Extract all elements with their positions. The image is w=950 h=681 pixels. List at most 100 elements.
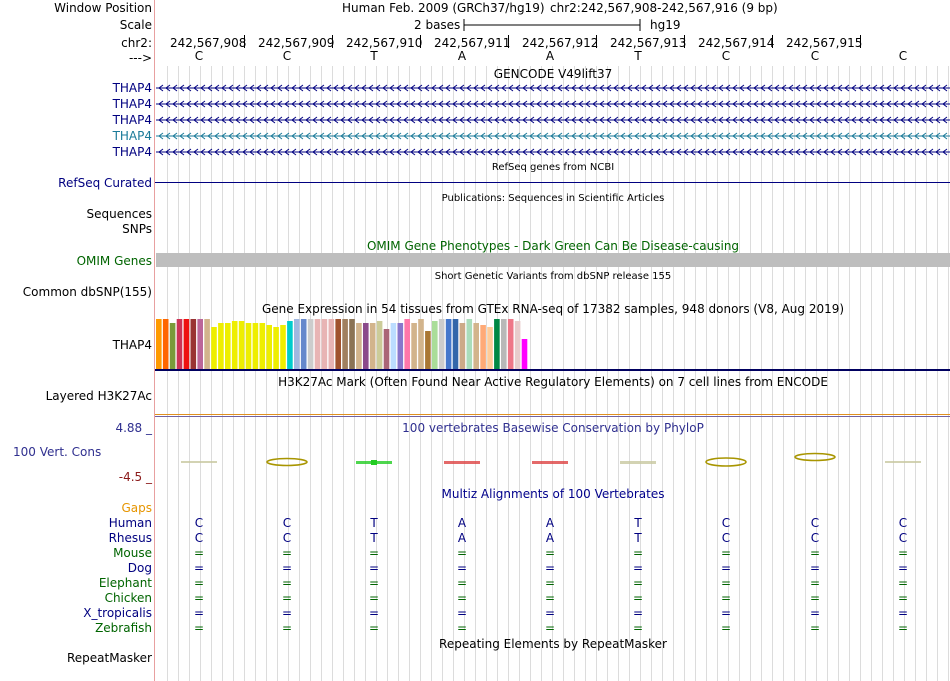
- omim-label[interactable]: OMIM Genes: [76, 254, 152, 268]
- aligned-base: =: [544, 606, 556, 620]
- aligned-base: =: [281, 606, 293, 620]
- gencode-track-label[interactable]: THAP4: [112, 129, 152, 143]
- gencode-track-label[interactable]: THAP4: [112, 113, 152, 127]
- phylop-mark: [794, 452, 836, 462]
- base-letter: T: [370, 49, 378, 63]
- gtex-tissue-bar: [480, 325, 486, 369]
- aligned-base: =: [456, 591, 468, 605]
- aligned-base: =: [456, 606, 468, 620]
- species-label[interactable]: Zebrafish: [95, 621, 152, 635]
- aligned-base: C: [194, 516, 204, 530]
- gtex-tissue-bar: [328, 319, 335, 369]
- aligned-base: =: [193, 546, 205, 560]
- aligned-base: =: [368, 606, 380, 620]
- species-label[interactable]: X_tropicalis: [83, 606, 152, 620]
- gene-model[interactable]: [156, 97, 950, 111]
- aligned-base: =: [720, 606, 732, 620]
- gtex-label[interactable]: THAP4: [112, 338, 152, 352]
- aligned-base: =: [368, 621, 380, 635]
- aligned-base: =: [809, 606, 821, 620]
- gene-model[interactable]: [156, 145, 950, 159]
- species-label[interactable]: Human: [108, 516, 152, 530]
- aligned-base: =: [193, 621, 205, 635]
- gene-model[interactable]: [156, 81, 950, 95]
- gtex-tissue-bar: [521, 339, 528, 369]
- gtex-tissue-bar: [356, 323, 362, 369]
- dbsnp-title: Short Genetic Variants from dbSNP releas…: [434, 271, 672, 282]
- aligned-base: =: [281, 546, 293, 560]
- dbsnp-label[interactable]: Common dbSNP(155): [22, 285, 152, 299]
- gencode-track-label[interactable]: THAP4: [112, 97, 152, 111]
- gtex-tissue-bar: [445, 319, 452, 369]
- gtex-tissue-bar: [507, 319, 514, 369]
- gtex-tissue-bar: [280, 325, 286, 369]
- aligned-base: =: [544, 591, 556, 605]
- gencode-track-label[interactable]: THAP4: [112, 145, 152, 159]
- coordinate-label: 242,567,909: [258, 36, 335, 50]
- phylop-chart[interactable]: [156, 450, 950, 470]
- h3k27ac-label[interactable]: Layered H3K27Ac: [45, 389, 152, 403]
- base-letter: C: [721, 49, 731, 63]
- gene-model[interactable]: [156, 113, 950, 127]
- species-label[interactable]: Mouse: [113, 546, 152, 560]
- aligned-base: =: [368, 546, 380, 560]
- species-label[interactable]: Dog: [127, 561, 152, 575]
- phylop-title: 100 vertebrates Basewise Conservation by…: [402, 421, 704, 435]
- aligned-base: C: [721, 516, 731, 530]
- aligned-base: A: [457, 531, 467, 545]
- phylop-mark: [885, 461, 921, 463]
- refseq-label[interactable]: RefSeq Curated: [58, 176, 152, 190]
- aligned-base: =: [456, 621, 468, 635]
- refseq-line[interactable]: [155, 182, 950, 183]
- coordinate-tick: [860, 35, 861, 48]
- aligned-base: =: [544, 621, 556, 635]
- gencode-track-label[interactable]: THAP4: [112, 81, 152, 95]
- aligned-base: =: [897, 591, 909, 605]
- phylop-label[interactable]: 100 Vert. Cons: [13, 445, 102, 459]
- snps-label[interactable]: SNPs: [122, 222, 152, 236]
- gaps-label[interactable]: Gaps: [121, 501, 152, 515]
- aligned-base: =: [809, 591, 821, 605]
- gtex-tissue-bar: [335, 319, 341, 369]
- sequences-label[interactable]: Sequences: [86, 207, 152, 221]
- strand-arrows: [158, 148, 948, 156]
- gene-model[interactable]: [156, 129, 950, 143]
- aligned-base: =: [720, 591, 732, 605]
- aligned-base: =: [456, 546, 468, 560]
- aligned-base: C: [898, 531, 908, 545]
- aligned-base: =: [809, 546, 821, 560]
- window-range[interactable]: chr2:242,567,908-242,567,916 (9 bp): [550, 1, 778, 15]
- aligned-base: C: [810, 531, 820, 545]
- aligned-base: =: [193, 606, 205, 620]
- aligned-base: =: [632, 591, 644, 605]
- gencode-title: GENCODE V49lift37: [493, 67, 613, 81]
- phylop-mark: [444, 461, 480, 464]
- aligned-base: =: [368, 591, 380, 605]
- species-label[interactable]: Chicken: [104, 591, 152, 605]
- aligned-base: =: [456, 561, 468, 575]
- h3k27ac-line-1: [155, 414, 950, 415]
- coordinate-label: 242,567,910: [346, 36, 423, 50]
- gtex-tissue-bar: [231, 321, 238, 369]
- base-letter: C: [810, 49, 820, 63]
- aligned-base: =: [281, 576, 293, 590]
- gtex-tissue-bar: [300, 319, 307, 369]
- gtex-tissue-bar: [376, 321, 383, 369]
- repeatmasker-label[interactable]: RepeatMasker: [66, 651, 152, 665]
- species-label[interactable]: Elephant: [98, 576, 152, 590]
- gtex-tissue-bar: [390, 323, 397, 369]
- gtex-tissue-bar: [466, 319, 473, 369]
- aligned-base: =: [368, 576, 380, 590]
- gtex-tissue-bar: [169, 323, 176, 369]
- aligned-base: =: [193, 591, 205, 605]
- gtex-tissue-bar: [432, 321, 438, 369]
- gtex-chart[interactable]: [156, 316, 950, 372]
- window-position-label: Window Position: [54, 1, 152, 15]
- species-label[interactable]: Rhesus: [108, 531, 152, 545]
- omim-bar[interactable]: [156, 253, 950, 267]
- gtex-tissue-bar: [162, 319, 169, 369]
- phylop-mark: [266, 457, 308, 467]
- aligned-base: C: [194, 531, 204, 545]
- gtex-tissue-bar: [273, 327, 279, 369]
- scale-assembly: hg19: [650, 18, 681, 32]
